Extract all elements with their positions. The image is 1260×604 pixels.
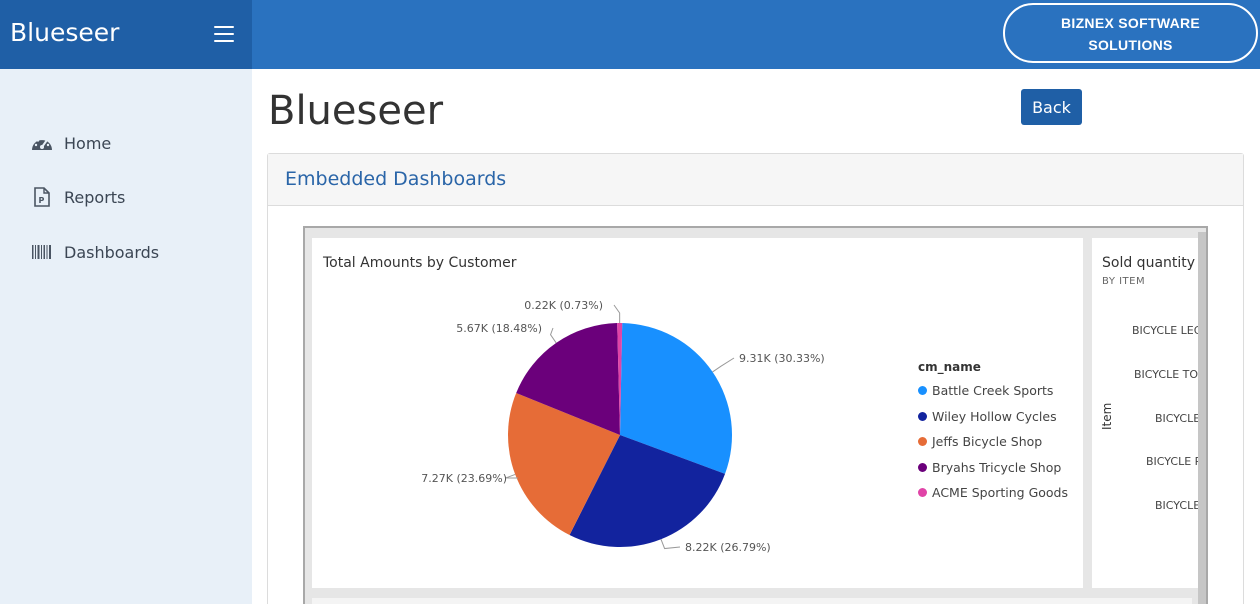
pie-legend: cm_name Battle Creek Sports Wiley Hollow … [918, 360, 1068, 506]
legend-title: cm_name [918, 360, 981, 374]
legend-label: Bryahs Tricycle Shop [932, 459, 1062, 475]
pie-slice[interactable] [516, 323, 620, 435]
company-button-line1: BIZNEX SOFTWARE [1060, 15, 1201, 31]
legend-entry[interactable]: Bryahs Tricycle Shop [918, 455, 1068, 481]
legend-label: Wiley Hollow Cycles [932, 408, 1057, 424]
card-title: Embedded Dashboards [285, 168, 507, 190]
legend-entry[interactable]: Jeffs Bicycle Shop [918, 429, 1068, 455]
company-button[interactable]: BIZNEX SOFTWARE SOLUTIONS [1003, 3, 1258, 63]
bar-chart-subtitle: BY ITEM [1102, 276, 1146, 287]
legend-swatch [918, 411, 927, 421]
sidebar-item-dashboards[interactable]: Dashboards [30, 238, 159, 266]
pie-slice-label: 9.31K (30.33%) [739, 352, 825, 365]
sidebar-item-label: Dashboards [64, 242, 160, 262]
legend-label: Jeffs Bicycle Shop [932, 434, 1043, 450]
bar-category-label: BICYCLE P [1146, 455, 1202, 468]
bar-y-axis-label: Item [1100, 402, 1114, 430]
sidebar-item-home[interactable]: Home [30, 129, 111, 157]
sidebar-item-label: Reports [64, 187, 126, 207]
gauge-icon [30, 133, 54, 153]
frame-scrollbar[interactable] [1198, 232, 1206, 604]
pie-slice-label: 8.22K (26.79%) [685, 541, 771, 554]
legend-swatch [918, 437, 927, 447]
legend-entry[interactable]: Wiley Hollow Cycles [918, 404, 1068, 430]
pie-slice[interactable] [569, 435, 726, 547]
pie-leader-line [549, 327, 557, 344]
legend-label: Battle Creek Sports [932, 383, 1054, 399]
pie-slice-label: 5.67K (18.48%) [456, 322, 542, 335]
pie-slice[interactable] [620, 323, 732, 474]
pie-slice[interactable] [617, 323, 623, 435]
bar-chart-panel[interactable]: Sold quantity BY ITEM Item BICYCLE LEG B… [1092, 238, 1206, 588]
page-title: Blueseer [268, 88, 444, 134]
embedded-dashboard-frame[interactable]: Total Amounts by Customer 9.31K (30.33%)… [303, 226, 1208, 604]
pie-chart-title: Total Amounts by Customer [323, 255, 517, 271]
sidebar-item-reports[interactable]: P Reports [30, 183, 125, 211]
report-file-icon: P [30, 187, 54, 207]
top-navbar: Blueseer BIZNEX SOFTWARE SOLUTIONS [0, 0, 1260, 69]
card-header: Embedded Dashboards [268, 154, 1243, 206]
legend-entry[interactable]: Battle Creek Sports [918, 378, 1068, 404]
pie-chart-panel[interactable]: Total Amounts by Customer 9.31K (30.33%)… [312, 238, 1083, 588]
pie-leader-line [505, 473, 519, 479]
legend-swatch [918, 462, 927, 472]
pie-leader-line [712, 357, 735, 373]
back-button[interactable]: Back [1021, 89, 1082, 125]
brand-name[interactable]: Blueseer [10, 18, 120, 47]
next-panel-edge [312, 598, 1192, 604]
pie-chart[interactable]: 9.31K (30.33%) 8.22K (26.79%) 7.27K (23.69… [312, 238, 912, 588]
barcode-icon [30, 242, 54, 262]
pie-slice-label: 7.27K (23.69%) [421, 472, 507, 485]
bar-category-label: BICYCLE [1155, 412, 1201, 425]
bar-category-label: BICYCLE LEG [1132, 324, 1203, 337]
svg-text:P: P [39, 196, 45, 205]
pie-slice-label: 0.22K (0.73%) [524, 299, 603, 312]
legend-swatch [918, 386, 927, 396]
bar-category-label: BICYCLE TOF [1134, 368, 1205, 381]
company-button-line2: SOLUTIONS [1088, 37, 1173, 53]
pie-leader-line [613, 304, 621, 324]
sidebar-item-label: Home [64, 133, 112, 153]
pie-slice[interactable] [508, 392, 620, 536]
legend-swatch [918, 488, 927, 498]
bar-chart-title: Sold quantity [1102, 255, 1196, 271]
pie-leader-line [660, 539, 681, 550]
legend-entry[interactable]: ACME Sporting Goods [918, 480, 1068, 506]
legend-label: ACME Sporting Goods [932, 485, 1069, 501]
hamburger-menu-icon[interactable] [214, 26, 234, 42]
bar-category-label: BICYCLE [1155, 499, 1201, 512]
brand-area: Blueseer [0, 0, 252, 69]
sidebar: Home P Reports Dashboards [0, 69, 252, 604]
